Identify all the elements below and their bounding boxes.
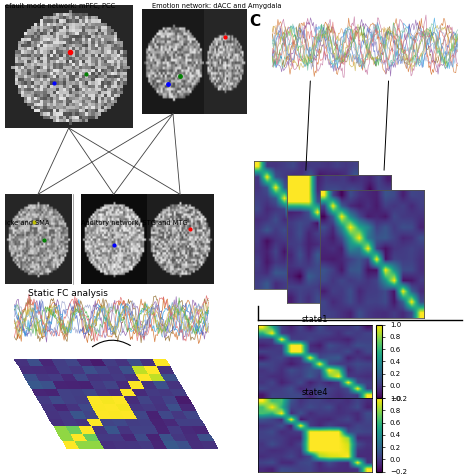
Title: state1: state1 <box>302 315 328 324</box>
Text: C: C <box>249 14 260 29</box>
Text: icke and SMA: icke and SMA <box>5 220 49 227</box>
Text: efault mode network: mPFC, PCC: efault mode network: mPFC, PCC <box>5 3 115 9</box>
Text: Emotion network: dACC and Amygdala: Emotion network: dACC and Amygdala <box>152 3 281 9</box>
Title: state4: state4 <box>302 388 328 397</box>
Text: Auditory network, STG and MTG: Auditory network, STG and MTG <box>81 220 187 227</box>
Text: Static FC analysis: Static FC analysis <box>28 289 109 298</box>
